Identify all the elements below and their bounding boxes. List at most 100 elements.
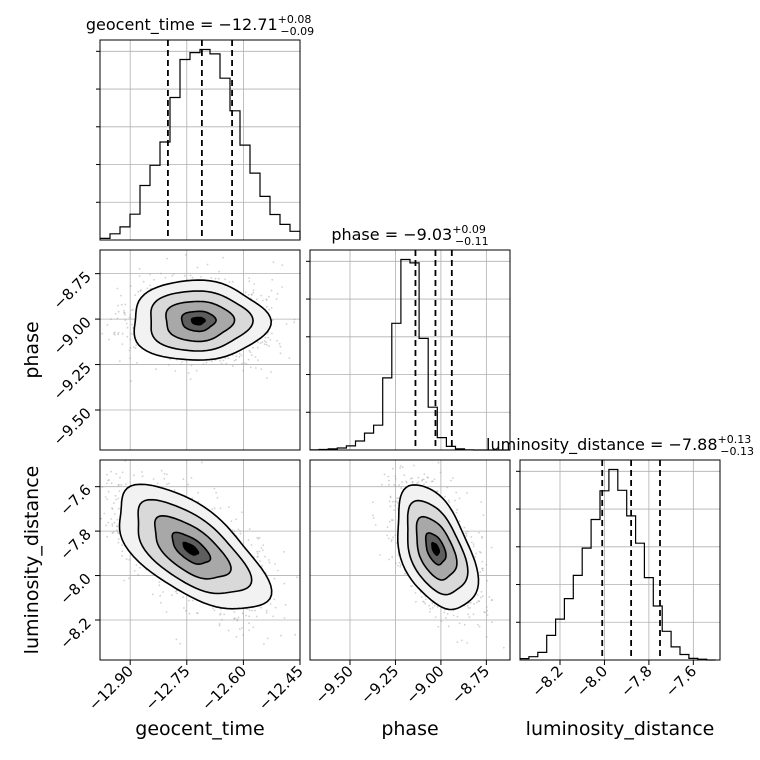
sample-point (132, 474, 135, 477)
density-peak (190, 316, 206, 326)
sample-point (215, 491, 218, 494)
sample-point (117, 507, 120, 510)
sample-point (485, 563, 488, 566)
sample-point (130, 332, 133, 335)
sample-point (458, 497, 461, 500)
sample-point (477, 600, 480, 602)
sample-point (490, 546, 493, 549)
sample-point (113, 331, 116, 334)
sample-point (270, 371, 272, 373)
sample-point (175, 589, 178, 592)
sample-point (478, 550, 481, 553)
sample-point (491, 621, 493, 624)
sample-point (211, 508, 214, 510)
sample-point (134, 294, 137, 296)
sample-point (169, 358, 172, 361)
sample-point (264, 555, 266, 558)
sample-point (219, 613, 221, 616)
sample-point (167, 363, 170, 366)
sample-point (305, 608, 307, 610)
sample-point (422, 478, 425, 481)
sample-point (391, 519, 394, 521)
sample-point (372, 517, 375, 519)
sample-point (171, 274, 174, 277)
sample-point (389, 495, 392, 498)
sample-point (266, 377, 268, 379)
sample-point (139, 566, 141, 569)
sample-point (270, 289, 273, 292)
sample-point (413, 464, 415, 467)
sample-point (240, 362, 243, 365)
sample-point (430, 480, 433, 483)
hist-panel-geocent_time: geocent_time = −12.71+0.08 −0.09 (86, 13, 314, 241)
sample-point (151, 593, 154, 596)
sample-point (112, 531, 115, 534)
sample-point (393, 509, 396, 511)
sample-point (248, 629, 251, 632)
sample-point (431, 602, 434, 605)
sample-point (235, 355, 238, 358)
sample-point (128, 316, 131, 319)
sample-point (396, 502, 399, 504)
sample-point (433, 478, 436, 481)
sample-point (108, 479, 110, 481)
sample-point (201, 461, 203, 464)
sample-point (481, 569, 484, 572)
sample-point (394, 475, 397, 478)
x-tick-label: −8.0 (573, 662, 611, 700)
sample-point (117, 333, 119, 336)
sample-point (276, 292, 279, 295)
sample-point (424, 602, 427, 605)
panel-frame (99, 39, 301, 241)
sample-point (456, 508, 459, 511)
sample-point (251, 609, 253, 612)
sample-point (423, 473, 426, 476)
sample-point (160, 272, 162, 275)
sample-point (253, 283, 256, 285)
sample-point (106, 535, 109, 538)
sample-point (477, 623, 479, 626)
sample-point (386, 534, 389, 537)
sample-point (116, 518, 119, 521)
sample-point (121, 544, 123, 546)
sample-point (252, 291, 255, 294)
y-axis-phase: −9.50−9.25−9.00−8.75 phase (21, 268, 100, 449)
sample-point (391, 538, 393, 541)
sample-point (120, 303, 123, 306)
sample-point (265, 299, 268, 301)
sample-point (420, 596, 423, 598)
sample-point (490, 599, 493, 602)
sample-point (233, 611, 236, 613)
sample-point (444, 617, 447, 619)
sample-point (232, 365, 234, 368)
x-tick-label: −9.25 (357, 662, 402, 707)
title-phase: phase = −9.03+0.09 −0.11 (331, 223, 488, 248)
sample-point (280, 634, 282, 637)
sample-point (146, 287, 149, 290)
sample-point (218, 624, 221, 627)
sample-point (256, 556, 259, 558)
title-main: phase = −9.03 (331, 225, 452, 244)
sample-point (269, 603, 272, 605)
sample-point (111, 532, 114, 535)
sample-point (274, 606, 277, 609)
sample-point (133, 570, 136, 572)
sample-point (465, 532, 468, 535)
sample-point (117, 541, 120, 544)
sample-point (101, 486, 104, 488)
sample-point (272, 615, 275, 618)
sample-point (283, 582, 286, 585)
sample-point (241, 612, 244, 615)
sample-point (138, 275, 141, 277)
sample-point (116, 529, 118, 532)
sample-point (110, 318, 112, 321)
sample-point (141, 471, 143, 473)
scatter-panel-geocent_time-luminosity_distance (99, 459, 307, 661)
sample-point (200, 276, 203, 278)
sample-point (394, 562, 397, 565)
sample-point (188, 612, 191, 615)
sample-point (276, 340, 278, 342)
y-tick-label: −9.25 (50, 359, 95, 404)
sample-point (155, 368, 157, 371)
y-tick-label: −8.2 (56, 614, 94, 652)
